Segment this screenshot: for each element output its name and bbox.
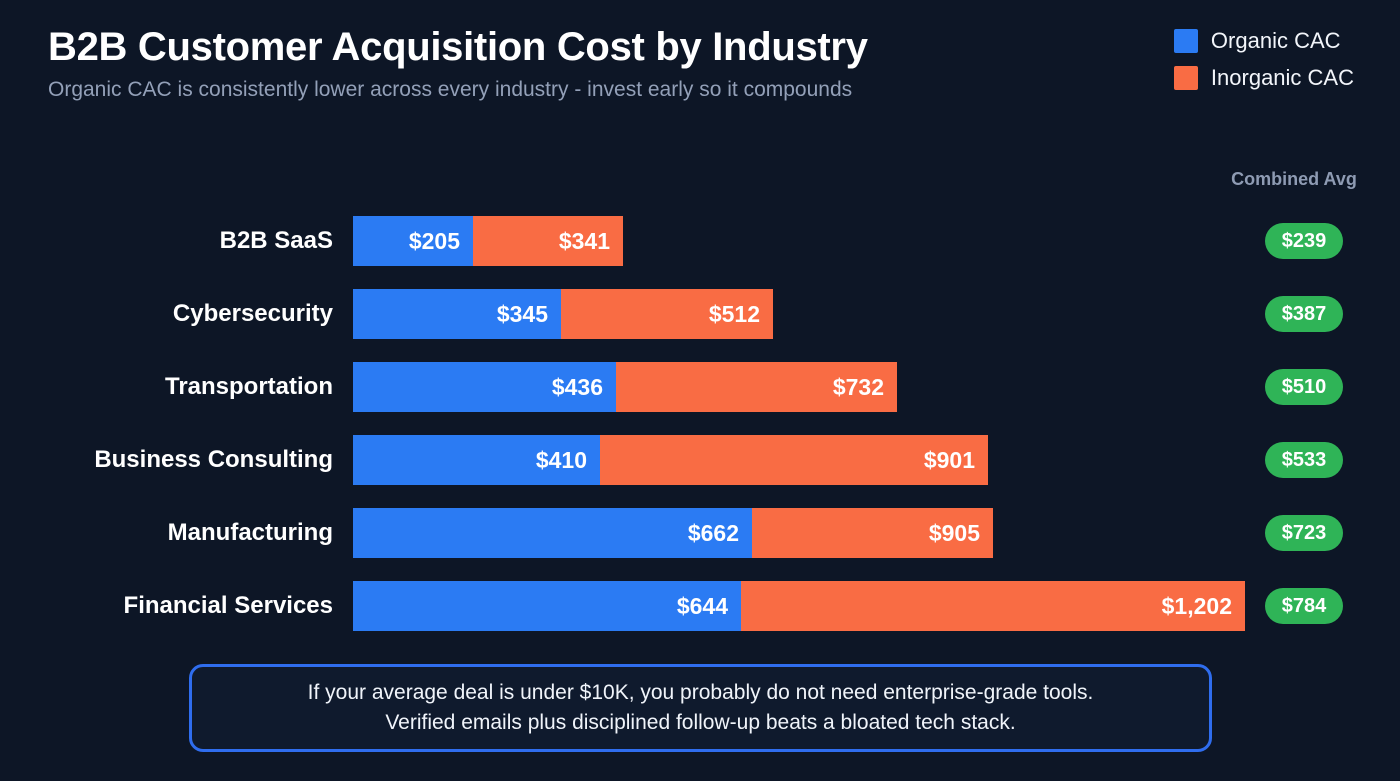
bar-segment-organic[interactable]: $662 [353,508,752,558]
chart-row: B2B SaaS $205 $341 $239 [0,216,1400,266]
legend-swatch-inorganic-icon [1173,66,1198,90]
category-label: B2B SaaS [219,227,333,254]
page-title: B2B Customer Acquisition Cost by Industr… [48,25,868,69]
chart-header: B2B Customer Acquisition Cost by Industr… [48,24,1148,102]
callout-box: If your average deal is under $10K, you … [189,664,1212,752]
legend-item-organic[interactable]: Organic CAC [1173,28,1341,54]
chart-row: Manufacturing $662 $905 $723 [0,508,1400,558]
bar-segment-inorganic[interactable]: $905 [752,508,993,558]
bar-segment-organic[interactable]: $644 [353,581,741,631]
stacked-bar: $205 $341 [353,216,623,266]
combined-avg-badge: $239 [1265,223,1343,259]
category-label: Financial Services [123,592,333,619]
bar-segment-organic[interactable]: $436 [353,362,616,412]
chart-row: Transportation $436 $732 $510 [0,362,1400,412]
callout-line-1: If your average deal is under $10K, you … [307,680,1094,704]
chart-row: Financial Services $644 $1,202 $784 [0,581,1400,631]
legend-label-inorganic: Inorganic CAC [1210,65,1354,90]
category-label: Transportation [164,373,333,400]
chart-row: Cybersecurity $345 $512 $387 [0,289,1400,339]
bar-segment-inorganic[interactable]: $1,202 [741,581,1245,631]
bar-segment-inorganic[interactable]: $512 [561,289,773,339]
combined-avg-badge: $723 [1265,515,1343,551]
legend-swatch-organic-icon [1173,29,1198,53]
bar-segment-organic[interactable]: $345 [353,289,561,339]
bar-segment-organic[interactable]: $410 [353,435,600,485]
legend-label-organic: Organic CAC [1210,28,1341,53]
legend-item-inorganic[interactable]: Inorganic CAC [1173,65,1354,91]
combined-avg-badge: $510 [1265,369,1343,405]
stacked-bar: $644 $1,202 [353,581,1245,631]
bar-segment-organic[interactable]: $205 [353,216,473,266]
chart-subtitle: Organic CAC is consistently lower across… [48,78,853,101]
category-label: Business Consulting [94,446,333,473]
chart-legend: Organic CAC Inorganic CAC [1173,28,1354,91]
bar-segment-inorganic[interactable]: $341 [473,216,623,266]
stacked-bar: $345 $512 [353,289,773,339]
bar-segment-inorganic[interactable]: $732 [616,362,897,412]
category-label: Manufacturing [167,519,333,546]
combined-avg-badge: $387 [1265,296,1343,332]
chart-row: Business Consulting $410 $901 $533 [0,435,1400,485]
callout-line-2: Verified emails plus disciplined follow-… [385,711,1016,734]
category-label: Cybersecurity [172,300,333,327]
combined-avg-badge: $533 [1265,442,1343,478]
combined-avg-column-header: Combined Avg [1231,169,1357,189]
bar-segment-inorganic[interactable]: $901 [600,435,988,485]
combined-avg-badge: $784 [1265,588,1343,624]
stacked-bar: $410 $901 [353,435,988,485]
stacked-bar: $436 $732 [353,362,897,412]
stacked-bar: $662 $905 [353,508,993,558]
